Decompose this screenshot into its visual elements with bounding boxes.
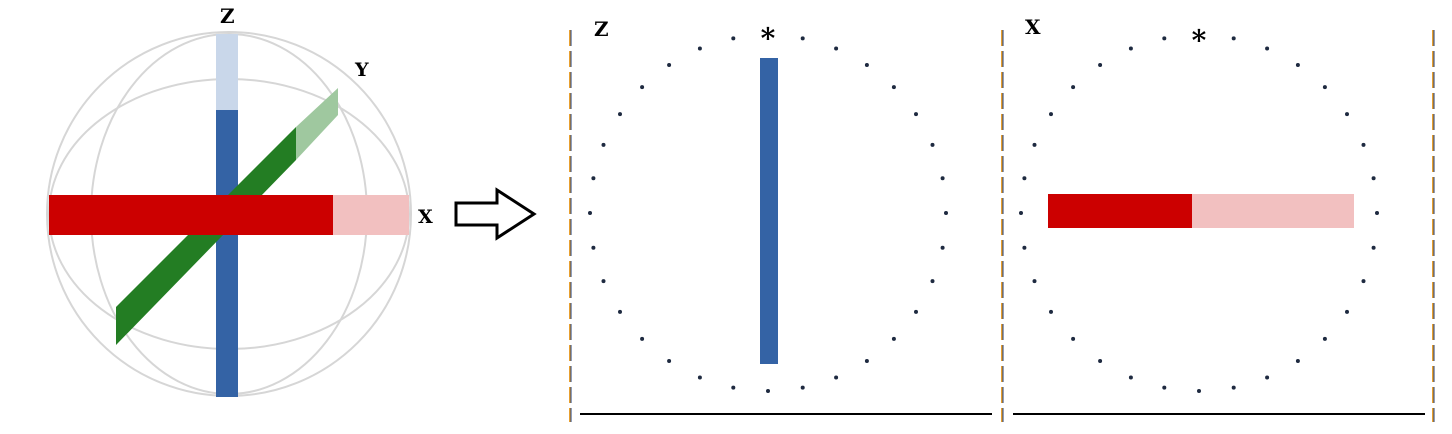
panel-x-dot xyxy=(1345,112,1349,117)
panel-z-dot xyxy=(731,385,736,390)
panel-z-dot xyxy=(930,279,935,284)
panel-z-dot xyxy=(640,336,645,341)
x-axis-faded xyxy=(333,195,409,235)
sphere-diagram: Z Y X xyxy=(46,4,433,397)
panel-x-dot xyxy=(1128,375,1133,380)
panel-x: X * xyxy=(1019,15,1379,393)
panel-z-axis-label: Z xyxy=(594,17,609,41)
panel-x-dot xyxy=(1022,245,1027,250)
panel-z-dot xyxy=(591,245,596,250)
panel-z-dot xyxy=(891,336,896,341)
panel-x-dot xyxy=(1265,46,1270,51)
panel-x-dot xyxy=(1071,85,1076,90)
panel-x-dot xyxy=(1371,176,1376,181)
panel-x-dot xyxy=(1049,112,1053,117)
panel-x-axis-bar-solid xyxy=(1048,194,1192,228)
z-axis-faded xyxy=(216,34,238,112)
panel-z-dot xyxy=(940,245,945,250)
panel-x-dot xyxy=(1265,375,1270,380)
panel-z-dot xyxy=(618,112,622,117)
z-axis-label: Z xyxy=(220,4,235,28)
panel-x-dot xyxy=(1361,142,1366,147)
y-axis-label: Y xyxy=(354,59,369,81)
panel-z-dot xyxy=(834,375,839,380)
panel-z-star-marker: * xyxy=(761,22,776,55)
panel-z-dot xyxy=(864,359,869,363)
panel-x-dot-ring xyxy=(1019,36,1379,393)
right-arrow-icon xyxy=(454,187,537,241)
panel-z-axis-bar xyxy=(760,58,778,364)
panel-z-dot xyxy=(618,309,622,314)
panel-z-dot xyxy=(588,211,592,215)
panel-z-dot xyxy=(944,211,948,215)
panel-z-dot-ring xyxy=(588,36,948,393)
panel-z-dot xyxy=(930,142,935,147)
panel-z-dot xyxy=(800,36,805,41)
panel-x-dot xyxy=(1098,63,1103,67)
panel-x-dot xyxy=(1162,36,1167,41)
panel-z-dot xyxy=(667,63,672,67)
panel-z-dot xyxy=(591,176,596,181)
panel-x-dot xyxy=(1295,63,1300,67)
panel-x-dot xyxy=(1361,279,1366,284)
y-axis-solid xyxy=(116,127,296,345)
x-axis-label: X xyxy=(418,206,433,228)
panel-x-dot xyxy=(1371,245,1376,250)
panel-x-dot xyxy=(1049,309,1053,314)
panel-z-dot xyxy=(914,112,918,117)
panel-x-dot xyxy=(1128,46,1133,51)
panel-z-dot xyxy=(697,46,702,51)
x-axis-solid xyxy=(49,195,333,235)
panel-z-dot xyxy=(800,385,805,390)
panel-z-dot xyxy=(601,142,606,147)
panel-x-dot xyxy=(1295,359,1300,363)
panel-x-dot xyxy=(1019,211,1023,215)
panel-frame xyxy=(569,30,1435,422)
panel-z-dot xyxy=(940,176,945,181)
panel-x-dot xyxy=(1098,359,1103,363)
panel-z-dot xyxy=(914,309,918,314)
panel-x-dot xyxy=(1162,385,1167,390)
panel-z-dot xyxy=(834,46,839,51)
panel-x-dot xyxy=(1231,385,1236,390)
panel-z-dot xyxy=(697,375,702,380)
panel-z-dot xyxy=(891,85,896,90)
panel-z-dot xyxy=(731,36,736,41)
panel-z: Z * xyxy=(588,17,948,393)
panel-x-dot xyxy=(1345,309,1349,314)
panel-x-dot xyxy=(1322,85,1327,90)
panel-x-dot xyxy=(1071,336,1076,341)
panel-z-dot xyxy=(766,389,770,393)
panel-x-dot xyxy=(1032,279,1037,284)
panel-x-star-marker: * xyxy=(1192,24,1207,57)
panel-x-axis-label: X xyxy=(1025,15,1041,39)
panel-z-dot xyxy=(864,63,869,67)
z-axis-solid xyxy=(216,110,238,397)
panel-z-dot xyxy=(601,279,606,284)
panel-x-dot xyxy=(1197,389,1201,393)
panel-x-dot xyxy=(1022,176,1027,181)
panel-z-dot xyxy=(640,85,645,90)
panel-x-dot xyxy=(1322,336,1327,341)
panel-x-dot xyxy=(1231,36,1236,41)
panel-z-dot xyxy=(667,359,672,363)
panel-x-dot xyxy=(1375,211,1379,215)
panel-x-dot xyxy=(1032,142,1037,147)
y-axis-faded xyxy=(296,88,338,160)
panel-x-axis-bar-faded xyxy=(1192,194,1354,228)
